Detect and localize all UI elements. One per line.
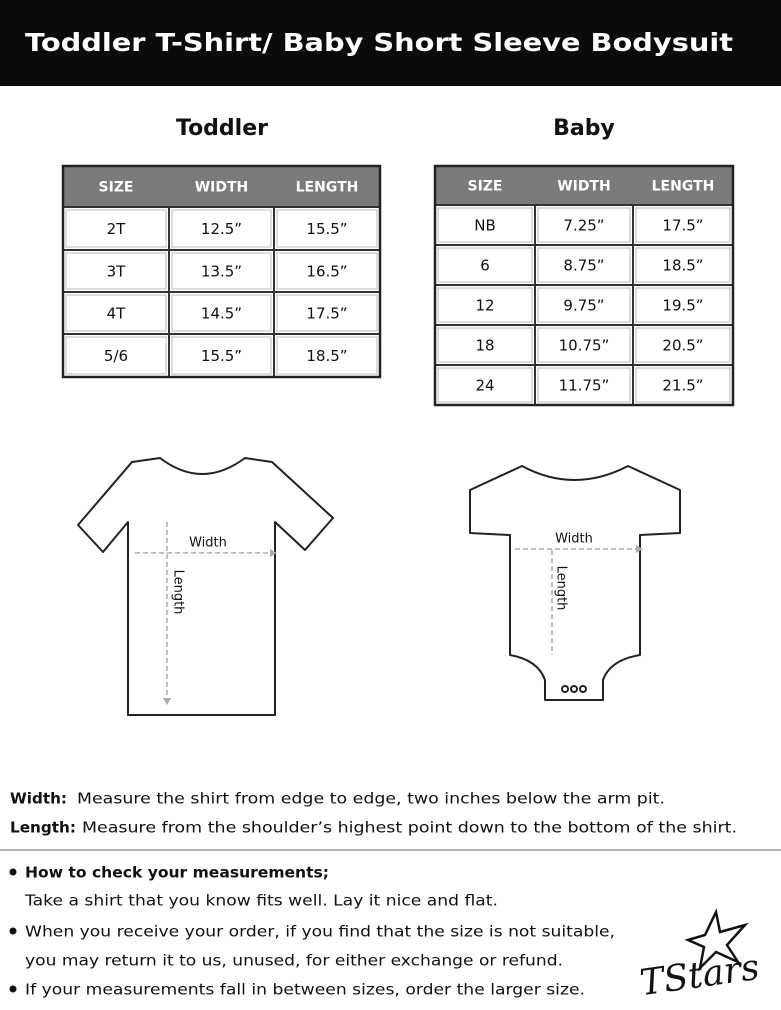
table-cell: [437, 287, 533, 323]
table-cell-text: 13.5”: [201, 263, 242, 281]
table-cell: [65, 294, 167, 332]
table-cell: [276, 209, 378, 248]
table-cell: [276, 252, 378, 290]
bullet: [9, 927, 17, 935]
table-header-bg: [63, 166, 380, 207]
table-cell-text: 18: [475, 337, 494, 355]
diagram-label: Length: [171, 570, 186, 615]
toddler-title: Toddler: [176, 116, 268, 141]
logo: TStars: [637, 947, 762, 1004]
table-cell: [537, 287, 631, 323]
table-cell-text: 12.5”: [201, 220, 242, 238]
table-cell: [437, 207, 533, 243]
logo-star: [684, 908, 749, 972]
column-header: WIDTH: [195, 180, 249, 196]
table-cell-text: 3T: [107, 263, 127, 281]
column-header: SIZE: [98, 180, 133, 196]
header-bar: [0, 0, 781, 86]
body-text: Measure from the shoulder’s highest poin…: [82, 819, 737, 837]
table-cell-text: 6: [480, 257, 490, 275]
baby-bodysuit: [469, 465, 681, 701]
toddler-shirt: [77, 457, 334, 716]
snap: [579, 685, 587, 693]
body-text: you may return it to us, unused, for eit…: [25, 952, 563, 970]
table-cell-text: 12: [475, 297, 494, 315]
snap: [570, 685, 578, 693]
table-border: [433, 164, 735, 407]
term: How to check your measurements;: [25, 864, 329, 882]
table-cell: [635, 287, 731, 323]
table-cell: [635, 207, 731, 243]
table-cell-text: 2T: [107, 220, 127, 238]
term: Length:: [10, 819, 76, 837]
table-cell: [635, 247, 731, 283]
table-cell-text: 18.5”: [306, 347, 347, 365]
table-cell: [437, 327, 533, 363]
table-cell: [171, 209, 272, 248]
body-text: Take a shirt that you know fits well. La…: [24, 892, 498, 910]
table-cell-text: 19.5”: [662, 297, 703, 315]
table-cell: [65, 252, 167, 290]
table-cell: [276, 294, 378, 332]
table-cell-text: 17.5”: [306, 305, 347, 323]
column-header: WIDTH: [557, 179, 611, 195]
table-cell: [437, 367, 533, 403]
table-cell: [537, 327, 631, 363]
table-cell-text: 18.5”: [662, 257, 703, 275]
body-text: Measure the shirt from edge to edge, two…: [77, 790, 665, 808]
measure-arrows: [135, 522, 643, 705]
table-cell-text: NB: [474, 217, 496, 235]
bullet: [9, 868, 17, 876]
table-header-bg: [435, 166, 733, 205]
table-cell-text: 24: [475, 377, 494, 395]
header-title: Toddler T-Shirt/ Baby Short Sleeve Bodys…: [25, 28, 733, 57]
body-text: If your measurements fall in between siz…: [25, 981, 585, 999]
table-cell: [171, 336, 272, 375]
column-header: SIZE: [467, 179, 502, 195]
diagram-label: Length: [554, 566, 569, 611]
table-cell-text: 10.75”: [559, 337, 610, 355]
snap: [561, 685, 569, 693]
table-cell-text: 17.5”: [662, 217, 703, 235]
table-cell-text: 11.75”: [559, 377, 610, 395]
bullet: [9, 985, 17, 993]
table-cell-text: 15.5”: [306, 220, 347, 238]
table-cell: [635, 327, 731, 363]
diagram-label: Width: [189, 536, 227, 551]
diagram-label: Width: [555, 532, 593, 547]
table-cell: [537, 247, 631, 283]
table-cell: [537, 367, 631, 403]
table-cell-text: 7.25”: [563, 217, 604, 235]
table-cell: [635, 367, 731, 403]
table-cell-text: 16.5”: [306, 263, 347, 281]
term: Width:: [10, 790, 67, 808]
table-cell: [65, 336, 167, 375]
table-cell: [276, 336, 378, 375]
table-cell-text: 15.5”: [201, 347, 242, 365]
table-cell-text: 8.75”: [563, 257, 604, 275]
table-cell: [65, 209, 167, 248]
baby-title: Baby: [553, 116, 615, 141]
table-cell-text: 4T: [107, 305, 127, 323]
table-cell-text: 20.5”: [662, 337, 703, 355]
body-text: When you receive your order, if you find…: [25, 923, 615, 941]
table-border: [61, 164, 382, 379]
table-cell-text: 21.5”: [662, 377, 703, 395]
table-cell: [171, 252, 272, 290]
column-header: LENGTH: [296, 180, 359, 196]
table-cell-text: 14.5”: [201, 305, 242, 323]
table-cell: [437, 247, 533, 283]
table-cell-text: 5/6: [104, 347, 128, 365]
table-cell: [171, 294, 272, 332]
column-header: LENGTH: [652, 179, 715, 195]
diagrams: [77, 457, 681, 716]
table-cell-text: 9.75”: [563, 297, 604, 315]
table-cell: [537, 207, 631, 243]
